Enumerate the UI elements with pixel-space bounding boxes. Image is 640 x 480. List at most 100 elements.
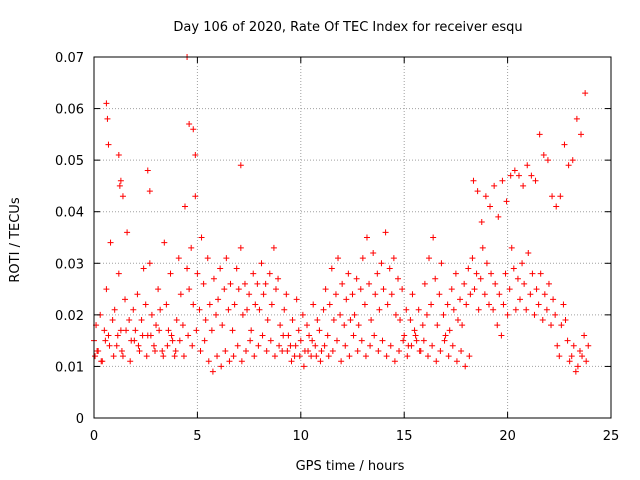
- data-point: [470, 177, 477, 184]
- data-point: [295, 327, 302, 334]
- data-point: [333, 337, 340, 344]
- x-tick-label: 15: [396, 429, 413, 444]
- data-point: [342, 342, 349, 349]
- data-point: [556, 353, 563, 360]
- data-point: [131, 337, 138, 344]
- data-point: [459, 322, 466, 329]
- data-point: [409, 291, 416, 298]
- data-point: [188, 244, 195, 251]
- data-point: [223, 255, 230, 262]
- data-point: [186, 286, 193, 293]
- data-point: [469, 255, 476, 262]
- data-point: [200, 280, 207, 287]
- data-point: [101, 327, 108, 334]
- data-point: [148, 311, 155, 318]
- data-point: [374, 270, 381, 277]
- data-point: [474, 188, 481, 195]
- data-point: [428, 301, 435, 308]
- data-point: [566, 358, 573, 365]
- data-point: [247, 337, 254, 344]
- data-point: [310, 301, 317, 308]
- data-point: [400, 337, 407, 344]
- data-point: [143, 353, 150, 360]
- data-point: [227, 280, 234, 287]
- data-point: [244, 306, 251, 313]
- data-point: [423, 311, 430, 318]
- data-point: [466, 353, 473, 360]
- data-point: [142, 301, 149, 308]
- data-point: [332, 291, 339, 298]
- data-point: [433, 358, 440, 365]
- data-point: [525, 249, 532, 256]
- data-point: [338, 358, 345, 365]
- data-point: [214, 353, 221, 360]
- data-point: [325, 353, 332, 360]
- data-point: [375, 347, 382, 354]
- data-point: [140, 265, 147, 272]
- data-point: [106, 342, 113, 349]
- data-point: [424, 353, 431, 360]
- data-point: [233, 265, 240, 272]
- data-point: [251, 353, 258, 360]
- data-point: [110, 353, 117, 360]
- data-point: [109, 317, 116, 324]
- grid-lines: [94, 57, 611, 418]
- data-point: [367, 342, 374, 349]
- data-point: [500, 301, 507, 308]
- data-point: [355, 322, 362, 329]
- data-point: [205, 358, 212, 365]
- data-point: [552, 311, 559, 318]
- data-point: [330, 317, 337, 324]
- data-point: [152, 347, 159, 354]
- data-point: [478, 219, 485, 226]
- data-point: [146, 188, 153, 195]
- data-point: [437, 347, 444, 354]
- y-tick-label: 0.02: [55, 309, 84, 324]
- data-point: [204, 255, 211, 262]
- data-point: [160, 353, 167, 360]
- data-point: [105, 141, 112, 148]
- data-point: [554, 342, 561, 349]
- data-point: [491, 182, 498, 189]
- data-point: [113, 342, 120, 349]
- data-point: [165, 327, 172, 334]
- data-point: [115, 270, 122, 277]
- data-point: [492, 280, 499, 287]
- data-point: [483, 260, 490, 267]
- data-point: [407, 317, 414, 324]
- data-point: [104, 115, 111, 122]
- data-point: [382, 229, 389, 236]
- data-point: [349, 291, 356, 298]
- y-tick-label: 0.01: [55, 360, 84, 375]
- data-point: [494, 322, 501, 329]
- x-axis-label: GPS time / hours: [296, 459, 405, 474]
- data-point: [177, 291, 184, 298]
- data-point: [504, 311, 511, 318]
- data-point: [237, 162, 244, 169]
- data-point: [479, 244, 486, 251]
- data-point: [179, 322, 186, 329]
- data-point: [541, 291, 548, 298]
- y-axis-label: ROTI / TECUs: [8, 197, 23, 282]
- data-point: [420, 337, 427, 344]
- data-point: [471, 286, 478, 293]
- data-point: [192, 193, 199, 200]
- data-point: [114, 332, 121, 339]
- data-point: [119, 353, 126, 360]
- data-point: [358, 337, 365, 344]
- data-point: [396, 347, 403, 354]
- y-tick-label: 0.03: [55, 257, 84, 272]
- data-point: [276, 342, 283, 349]
- data-point: [153, 322, 160, 329]
- data-point: [297, 337, 304, 344]
- data-point: [442, 332, 449, 339]
- data-point: [482, 193, 489, 200]
- data-point: [246, 291, 253, 298]
- data-point: [123, 327, 130, 334]
- data-point: [94, 347, 101, 354]
- data-point: [193, 327, 200, 334]
- data-point: [167, 270, 174, 277]
- data-point: [272, 286, 279, 293]
- data-point: [533, 286, 540, 293]
- data-point: [449, 342, 456, 349]
